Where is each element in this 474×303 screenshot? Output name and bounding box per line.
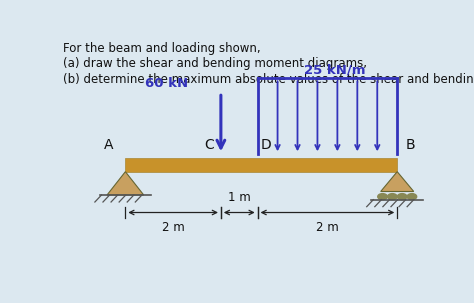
Text: D: D — [261, 138, 271, 152]
Text: (b) determine the maximum absolute values of the shear and bending moment.: (b) determine the maximum absolute value… — [63, 72, 474, 85]
Text: B: B — [405, 138, 415, 152]
Text: 2 m: 2 m — [316, 221, 339, 234]
Circle shape — [397, 194, 407, 200]
Text: 60 kN: 60 kN — [145, 77, 188, 90]
Polygon shape — [381, 172, 414, 191]
Circle shape — [407, 194, 417, 200]
Circle shape — [388, 194, 397, 200]
Text: A: A — [104, 138, 114, 152]
Polygon shape — [107, 172, 144, 195]
Text: 25 kN/m: 25 kN/m — [304, 63, 365, 76]
Text: For the beam and loading shown,: For the beam and loading shown, — [63, 42, 261, 55]
Bar — [125, 158, 397, 172]
Circle shape — [378, 194, 387, 200]
Text: 2 m: 2 m — [162, 221, 184, 234]
Text: (a) draw the shear and bending moment diagrams,: (a) draw the shear and bending moment di… — [63, 57, 367, 70]
Text: 1 m: 1 m — [228, 191, 251, 204]
Text: C: C — [204, 138, 214, 152]
